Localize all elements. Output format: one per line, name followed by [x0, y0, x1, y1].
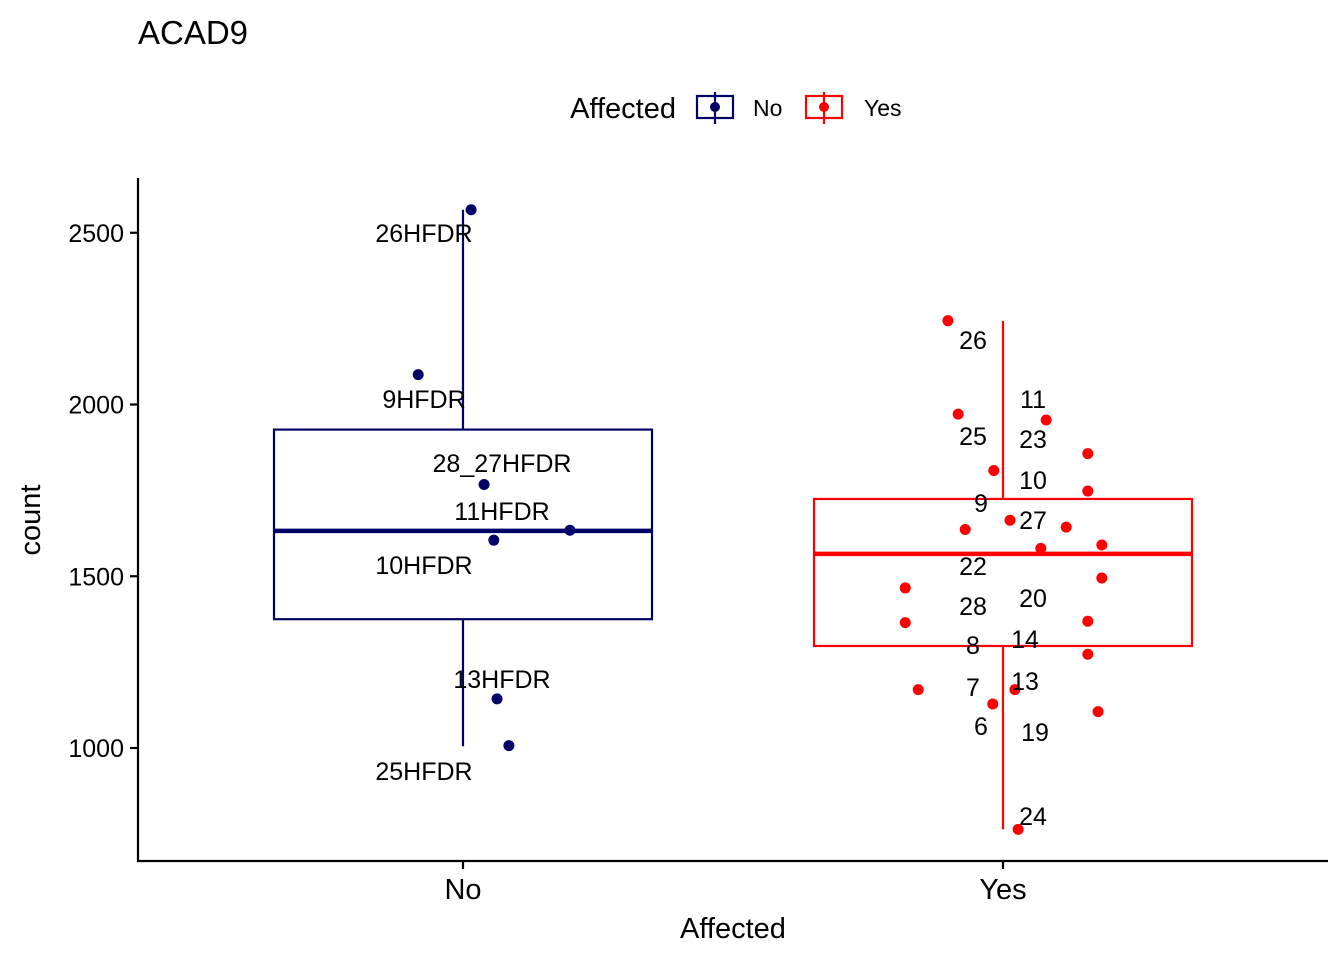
- y-tick-label-2000: 2000: [68, 392, 124, 420]
- y-axis-title: count: [15, 485, 47, 556]
- point-label-18: 8: [966, 632, 980, 660]
- point-label-7: 26: [959, 327, 987, 355]
- point-label-9: 11: [1020, 386, 1046, 414]
- axes: 1000 1500 2000 2500 No Yes: [68, 178, 1328, 906]
- point-no-1: [412, 369, 424, 381]
- point-label-0: 26HFDR: [375, 220, 472, 248]
- point-yes-24: [1009, 684, 1021, 696]
- point-no-2: [478, 479, 490, 491]
- point-yes-9: [1040, 414, 1052, 426]
- point-label-19: 13: [1011, 668, 1039, 696]
- y-tick-label-1000: 1000: [68, 735, 124, 763]
- point-yes-16: [1096, 539, 1108, 551]
- point-label-13: 27: [1019, 507, 1047, 535]
- point-label-20: 7: [966, 674, 980, 702]
- point-yes-13: [1004, 514, 1016, 526]
- chart-title: ACAD9: [138, 14, 248, 51]
- legend-label-yes: Yes: [864, 95, 902, 121]
- point-no-5: [491, 693, 503, 705]
- point-yes-17: [1035, 542, 1047, 554]
- point-labels: 26HFDR 9HFDR 28_27HFDR 11HFDR 10HFDR 13HFDR 25…: [375, 220, 1049, 831]
- legend: Affected No Yes: [570, 92, 902, 125]
- legend-key-yes: Yes: [804, 92, 902, 124]
- point-yes-7: [942, 315, 954, 327]
- point-yes-8: [952, 408, 964, 420]
- point-no-4: [488, 534, 500, 546]
- point-label-21: 6: [974, 713, 988, 741]
- legend-key-no-dot: [710, 102, 720, 112]
- x-axis-title: Affected: [680, 913, 786, 945]
- point-label-17: 14: [1011, 626, 1039, 654]
- point-yes-27: [1012, 823, 1024, 835]
- point-label-23: 24: [1019, 803, 1047, 831]
- point-yes-12: [1082, 485, 1094, 497]
- point-label-10: 23: [1019, 426, 1047, 454]
- data-points: [412, 204, 1108, 835]
- point-yes-25: [987, 698, 999, 710]
- legend-key-no: No: [695, 92, 782, 124]
- box-no: [272, 428, 654, 621]
- legend-key-yes-dot: [819, 102, 829, 112]
- point-yes-11: [988, 464, 1000, 476]
- x-tick-label-yes: Yes: [979, 874, 1026, 906]
- y-tick-label-2500: 2500: [68, 220, 124, 248]
- point-yes-19: [899, 582, 911, 594]
- point-yes-14: [959, 524, 971, 536]
- point-label-12: 9: [974, 490, 988, 518]
- point-no-6: [503, 740, 515, 752]
- point-label-4: 10HFDR: [375, 552, 472, 580]
- point-no-0: [465, 204, 477, 216]
- box-yes: [812, 497, 1194, 648]
- point-yes-18: [1096, 572, 1108, 584]
- point-label-2: 28_27HFDR: [433, 450, 572, 478]
- point-yes-10: [1082, 448, 1094, 460]
- point-label-11: 10: [1019, 467, 1047, 495]
- point-label-1: 9HFDR: [382, 386, 465, 414]
- legend-label-no: No: [753, 95, 782, 121]
- point-label-22: 19: [1021, 719, 1049, 747]
- point-label-16: 28: [959, 593, 987, 621]
- point-label-8: 25: [959, 423, 987, 451]
- point-label-6: 25HFDR: [375, 758, 472, 786]
- y-tick-label-1500: 1500: [68, 563, 124, 591]
- point-yes-26: [1092, 706, 1104, 718]
- point-label-3: 11HFDR: [454, 498, 549, 526]
- point-yes-22: [1082, 648, 1094, 660]
- point-yes-20: [899, 617, 911, 629]
- point-label-15: 20: [1019, 585, 1047, 613]
- boxes: [272, 209, 1194, 830]
- x-tick-label-no: No: [444, 874, 481, 906]
- point-yes-15: [1060, 521, 1072, 533]
- point-label-5: 13HFDR: [453, 666, 550, 694]
- point-yes-23: [912, 684, 924, 696]
- legend-title: Affected: [570, 93, 676, 125]
- point-label-14: 22: [959, 553, 987, 581]
- legend-key-no-box: [695, 94, 735, 120]
- legend-key-yes-box: [804, 94, 844, 120]
- point-yes-21: [1082, 615, 1094, 627]
- point-no-3: [564, 524, 576, 536]
